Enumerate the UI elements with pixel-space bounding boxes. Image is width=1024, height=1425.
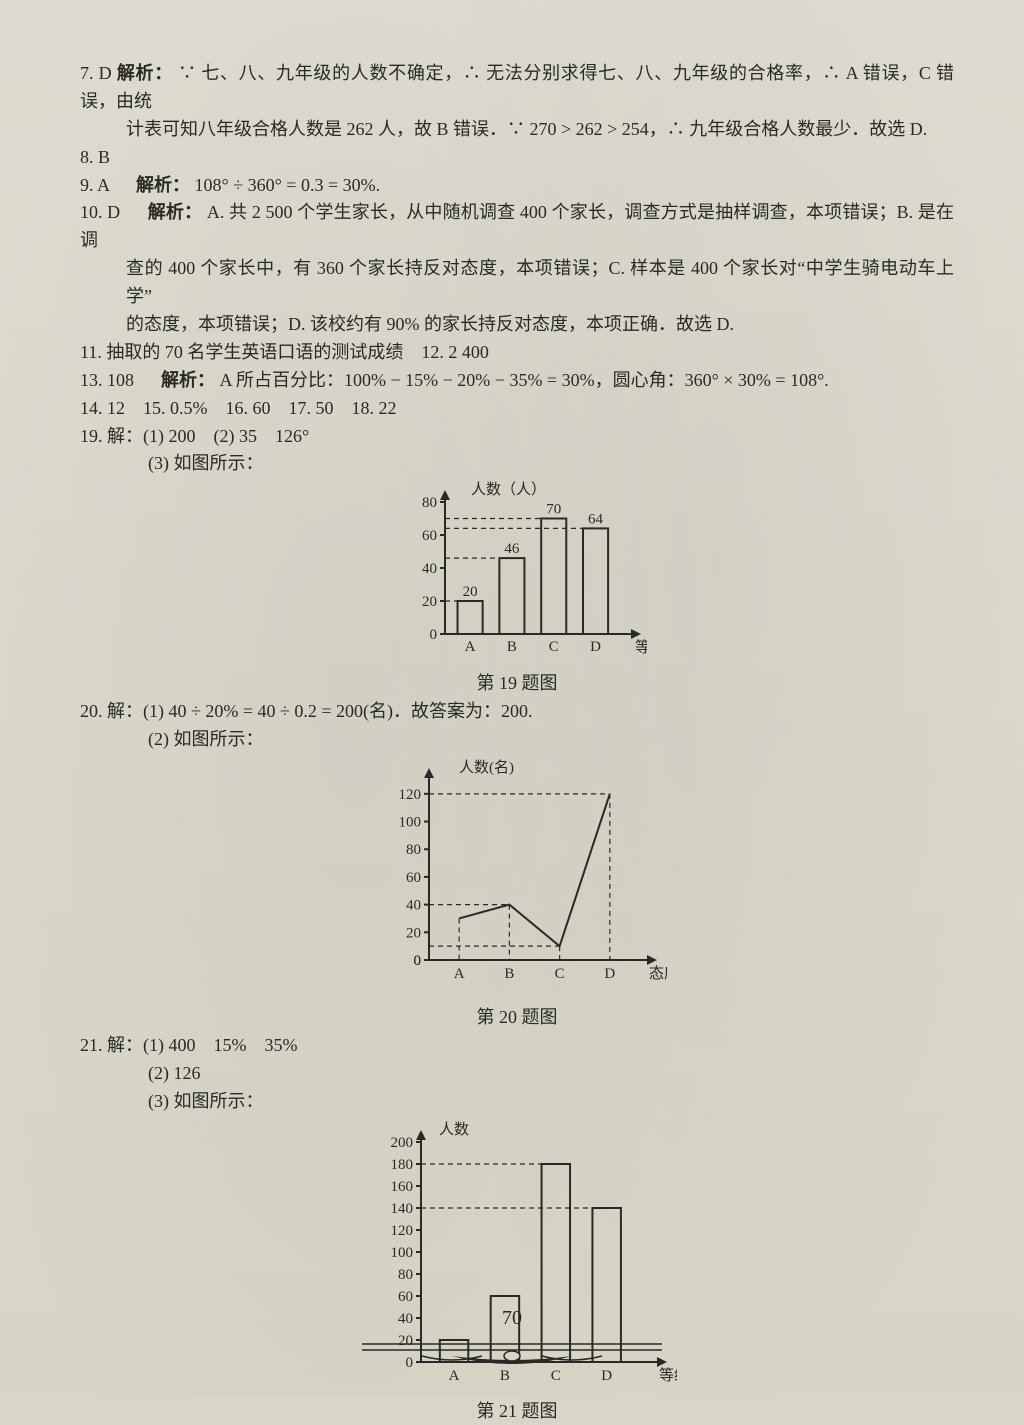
q19-l2: (3) 如图所示： [80, 450, 954, 478]
ornament [0, 1338, 1024, 1368]
chart-20-svg: 人数(名)态度020406080100120ABCD0 [367, 754, 667, 994]
svg-text:70: 70 [546, 502, 561, 518]
q13: 13. 108 解析： A 所占百分比：100% − 15% − 20% − 3… [80, 367, 954, 395]
svg-text:A: A [465, 639, 476, 655]
svg-text:B: B [504, 966, 514, 982]
q10-line1: 10. D 解析： A. 共 2 500 个学生家长，从中随机调查 400 个家… [80, 199, 954, 255]
chart-20-caption: 第 20 题图 [80, 1004, 954, 1032]
svg-text:140: 140 [391, 1201, 414, 1217]
svg-text:人数(名): 人数(名) [459, 759, 514, 776]
q8: 8. B [80, 144, 954, 172]
svg-text:D: D [601, 1368, 612, 1384]
q10-num: 10. D [80, 202, 120, 222]
svg-text:20: 20 [422, 594, 437, 610]
svg-text:C: C [551, 1368, 561, 1384]
q13-text: A 所占百分比：100% − 15% − 20% − 35% = 30%，圆心角… [220, 370, 829, 390]
svg-text:D: D [604, 966, 615, 982]
q21-l1: 21. 解：(1) 400 15% 35% [80, 1032, 954, 1060]
q7-line2: 计表可知八年级合格人数是 262 人，故 B 错误．∵ 270 > 262 > … [80, 116, 954, 144]
q21-l3: (3) 如图所示： [80, 1088, 954, 1116]
page-number: 70 [0, 1303, 1024, 1334]
q9: 9. A 解析： 108° ÷ 360° = 0.3 = 30%. [80, 172, 954, 200]
analysis-label: 解析： [136, 175, 190, 195]
svg-text:200: 200 [391, 1135, 414, 1151]
chart-21-caption: 第 21 题图 [80, 1398, 954, 1425]
svg-text:A: A [449, 1368, 460, 1384]
chart-19-caption: 第 19 题图 [80, 670, 954, 698]
q7-line1: 7. D 解析： ∵ 七、八、九年级的人数不确定，∴ 无法分别求得七、八、九年级… [80, 60, 954, 116]
svg-text:人数（人）: 人数（人） [471, 481, 546, 498]
analysis-label: 解析： [148, 202, 203, 222]
q14-18: 14. 12 15. 0.5% 16. 60 17. 50 18. 22 [80, 395, 954, 423]
q10-text1: A. 共 2 500 个学生家长，从中随机调查 400 个家长，调查方式是抽样调… [80, 202, 954, 250]
svg-text:64: 64 [588, 512, 604, 528]
svg-text:100: 100 [399, 815, 422, 831]
svg-text:0: 0 [414, 953, 422, 969]
svg-text:80: 80 [406, 842, 421, 858]
svg-text:态度: 态度 [649, 965, 667, 982]
svg-text:46: 46 [504, 541, 519, 557]
svg-text:80: 80 [422, 495, 437, 511]
svg-text:60: 60 [406, 870, 421, 886]
svg-text:等级: 等级 [659, 1366, 677, 1384]
svg-text:20: 20 [463, 584, 478, 600]
svg-text:120: 120 [399, 787, 422, 803]
page: 7. D 解析： ∵ 七、八、九年级的人数不确定，∴ 无法分别求得七、八、九年级… [0, 0, 1024, 1398]
svg-text:60: 60 [422, 528, 437, 544]
svg-text:等级: 等级 [635, 638, 647, 656]
chart-19-svg: 人数（人） 等级 0 20 40 60 80 20 A 46 B 70 C 64 D [387, 478, 647, 668]
svg-text:40: 40 [422, 561, 437, 577]
analysis-label: 解析： [161, 370, 215, 390]
q20-l1: 20. 解：(1) 40 ÷ 20% = 40 ÷ 0.2 = 200(名)．故… [80, 698, 954, 726]
q11-12: 11. 抽取的 70 名学生英语口语的测试成绩 12. 2 400 [80, 339, 954, 367]
q7-text1: ∵ 七、八、九年级的人数不确定，∴ 无法分别求得七、八、九年级的合格率，∴ A … [80, 63, 954, 111]
q21-l2: (2) 126 [80, 1060, 954, 1088]
q9-text: 108° ÷ 360° = 0.3 = 30%. [195, 175, 381, 195]
svg-text:120: 120 [391, 1223, 414, 1239]
svg-text:B: B [507, 639, 517, 655]
svg-text:B: B [500, 1368, 510, 1384]
svg-text:100: 100 [391, 1245, 414, 1261]
svg-text:80: 80 [398, 1267, 413, 1283]
q20-l2: (2) 如图所示： [80, 726, 954, 754]
svg-text:C: C [555, 966, 565, 982]
q10-line2: 查的 400 个家长中，有 360 个家长持反对态度，本项错误；C. 样本是 4… [80, 255, 954, 311]
svg-text:C: C [549, 639, 559, 655]
svg-text:160: 160 [391, 1179, 414, 1195]
q13-num: 13. 108 [80, 370, 134, 390]
ornament-svg [362, 1338, 662, 1368]
q19-l1: 19. 解：(1) 200 (2) 35 126° [80, 423, 954, 451]
chart-20: 人数(名)态度020406080100120ABCD0 第 20 题图 [80, 754, 954, 1032]
svg-text:180: 180 [391, 1157, 414, 1173]
q7-num: 7. D [80, 63, 112, 83]
svg-text:0: 0 [430, 627, 438, 643]
analysis-label: 解析： [117, 63, 173, 83]
svg-text:40: 40 [406, 898, 421, 914]
chart-21: 人数等级020406080100120140160180200ABCD 第 21… [80, 1116, 954, 1425]
svg-text:D: D [590, 639, 601, 655]
q10-line3: 的态度，本项错误；D. 该校约有 90% 的家长持反对态度，本项正确．故选 D. [80, 311, 954, 339]
svg-text:A: A [454, 966, 465, 982]
page-footer: 70 [0, 1303, 1024, 1368]
chart-19: 人数（人） 等级 0 20 40 60 80 20 A 46 B 70 C 64 D 第 19 题图 [80, 478, 954, 698]
svg-text:20: 20 [406, 925, 421, 941]
svg-text:人数: 人数 [439, 1121, 469, 1138]
q9-num: 9. A [80, 175, 109, 195]
